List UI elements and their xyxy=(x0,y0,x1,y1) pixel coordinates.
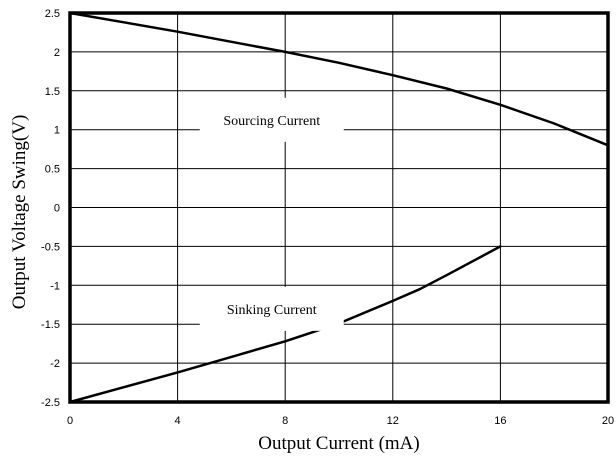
x-tick-label: 0 xyxy=(67,415,73,427)
annotation-background xyxy=(199,97,344,142)
x-tick-label: 4 xyxy=(175,415,181,427)
y-tick-label: -2 xyxy=(50,358,60,370)
x-tick-label: 12 xyxy=(387,415,399,427)
y-axis-title: Output Voltage Swing(V) xyxy=(9,115,30,310)
x-tick-label: 16 xyxy=(494,415,506,427)
plot-border xyxy=(68,11,610,404)
annotation-label: Sourcing Current xyxy=(199,97,344,142)
y-tick-label: -0.5 xyxy=(41,241,60,253)
sourcing-current-line xyxy=(68,11,610,147)
annotation-label: Sinking Current xyxy=(199,286,344,331)
series-lines xyxy=(68,11,610,404)
annotations: Sourcing Current Sinking Current xyxy=(199,97,344,331)
tick-labels: 0 4 8 12 16 20 2.5 2 1.5 1 0.5 0 -0.5 -1 -1.5 -2 -2.5 xyxy=(41,8,614,427)
y-tick-label: 0.5 xyxy=(45,164,60,176)
annotation-background xyxy=(199,286,344,331)
y-tick-label: -1 xyxy=(50,280,60,292)
y-tick-label: -2.5 xyxy=(41,397,60,409)
annotation-text: Sourcing Current xyxy=(223,114,320,129)
x-axis-title: Output Current (mA) xyxy=(258,433,419,454)
gridlines xyxy=(70,13,608,402)
y-tick-label: 2 xyxy=(54,47,60,59)
x-tick-label: 8 xyxy=(282,415,288,427)
y-tick-label: 2.5 xyxy=(45,8,60,20)
y-tick-label: 0 xyxy=(54,203,60,215)
y-tick-label: -1.5 xyxy=(41,319,60,331)
plot-frame xyxy=(68,11,610,404)
y-tick-label: 1.5 xyxy=(45,86,60,98)
x-tick-label: 20 xyxy=(602,415,614,427)
annotation-text: Sinking Current xyxy=(227,303,317,318)
sinking-current-line xyxy=(68,245,502,404)
y-tick-label: 1 xyxy=(54,125,60,137)
